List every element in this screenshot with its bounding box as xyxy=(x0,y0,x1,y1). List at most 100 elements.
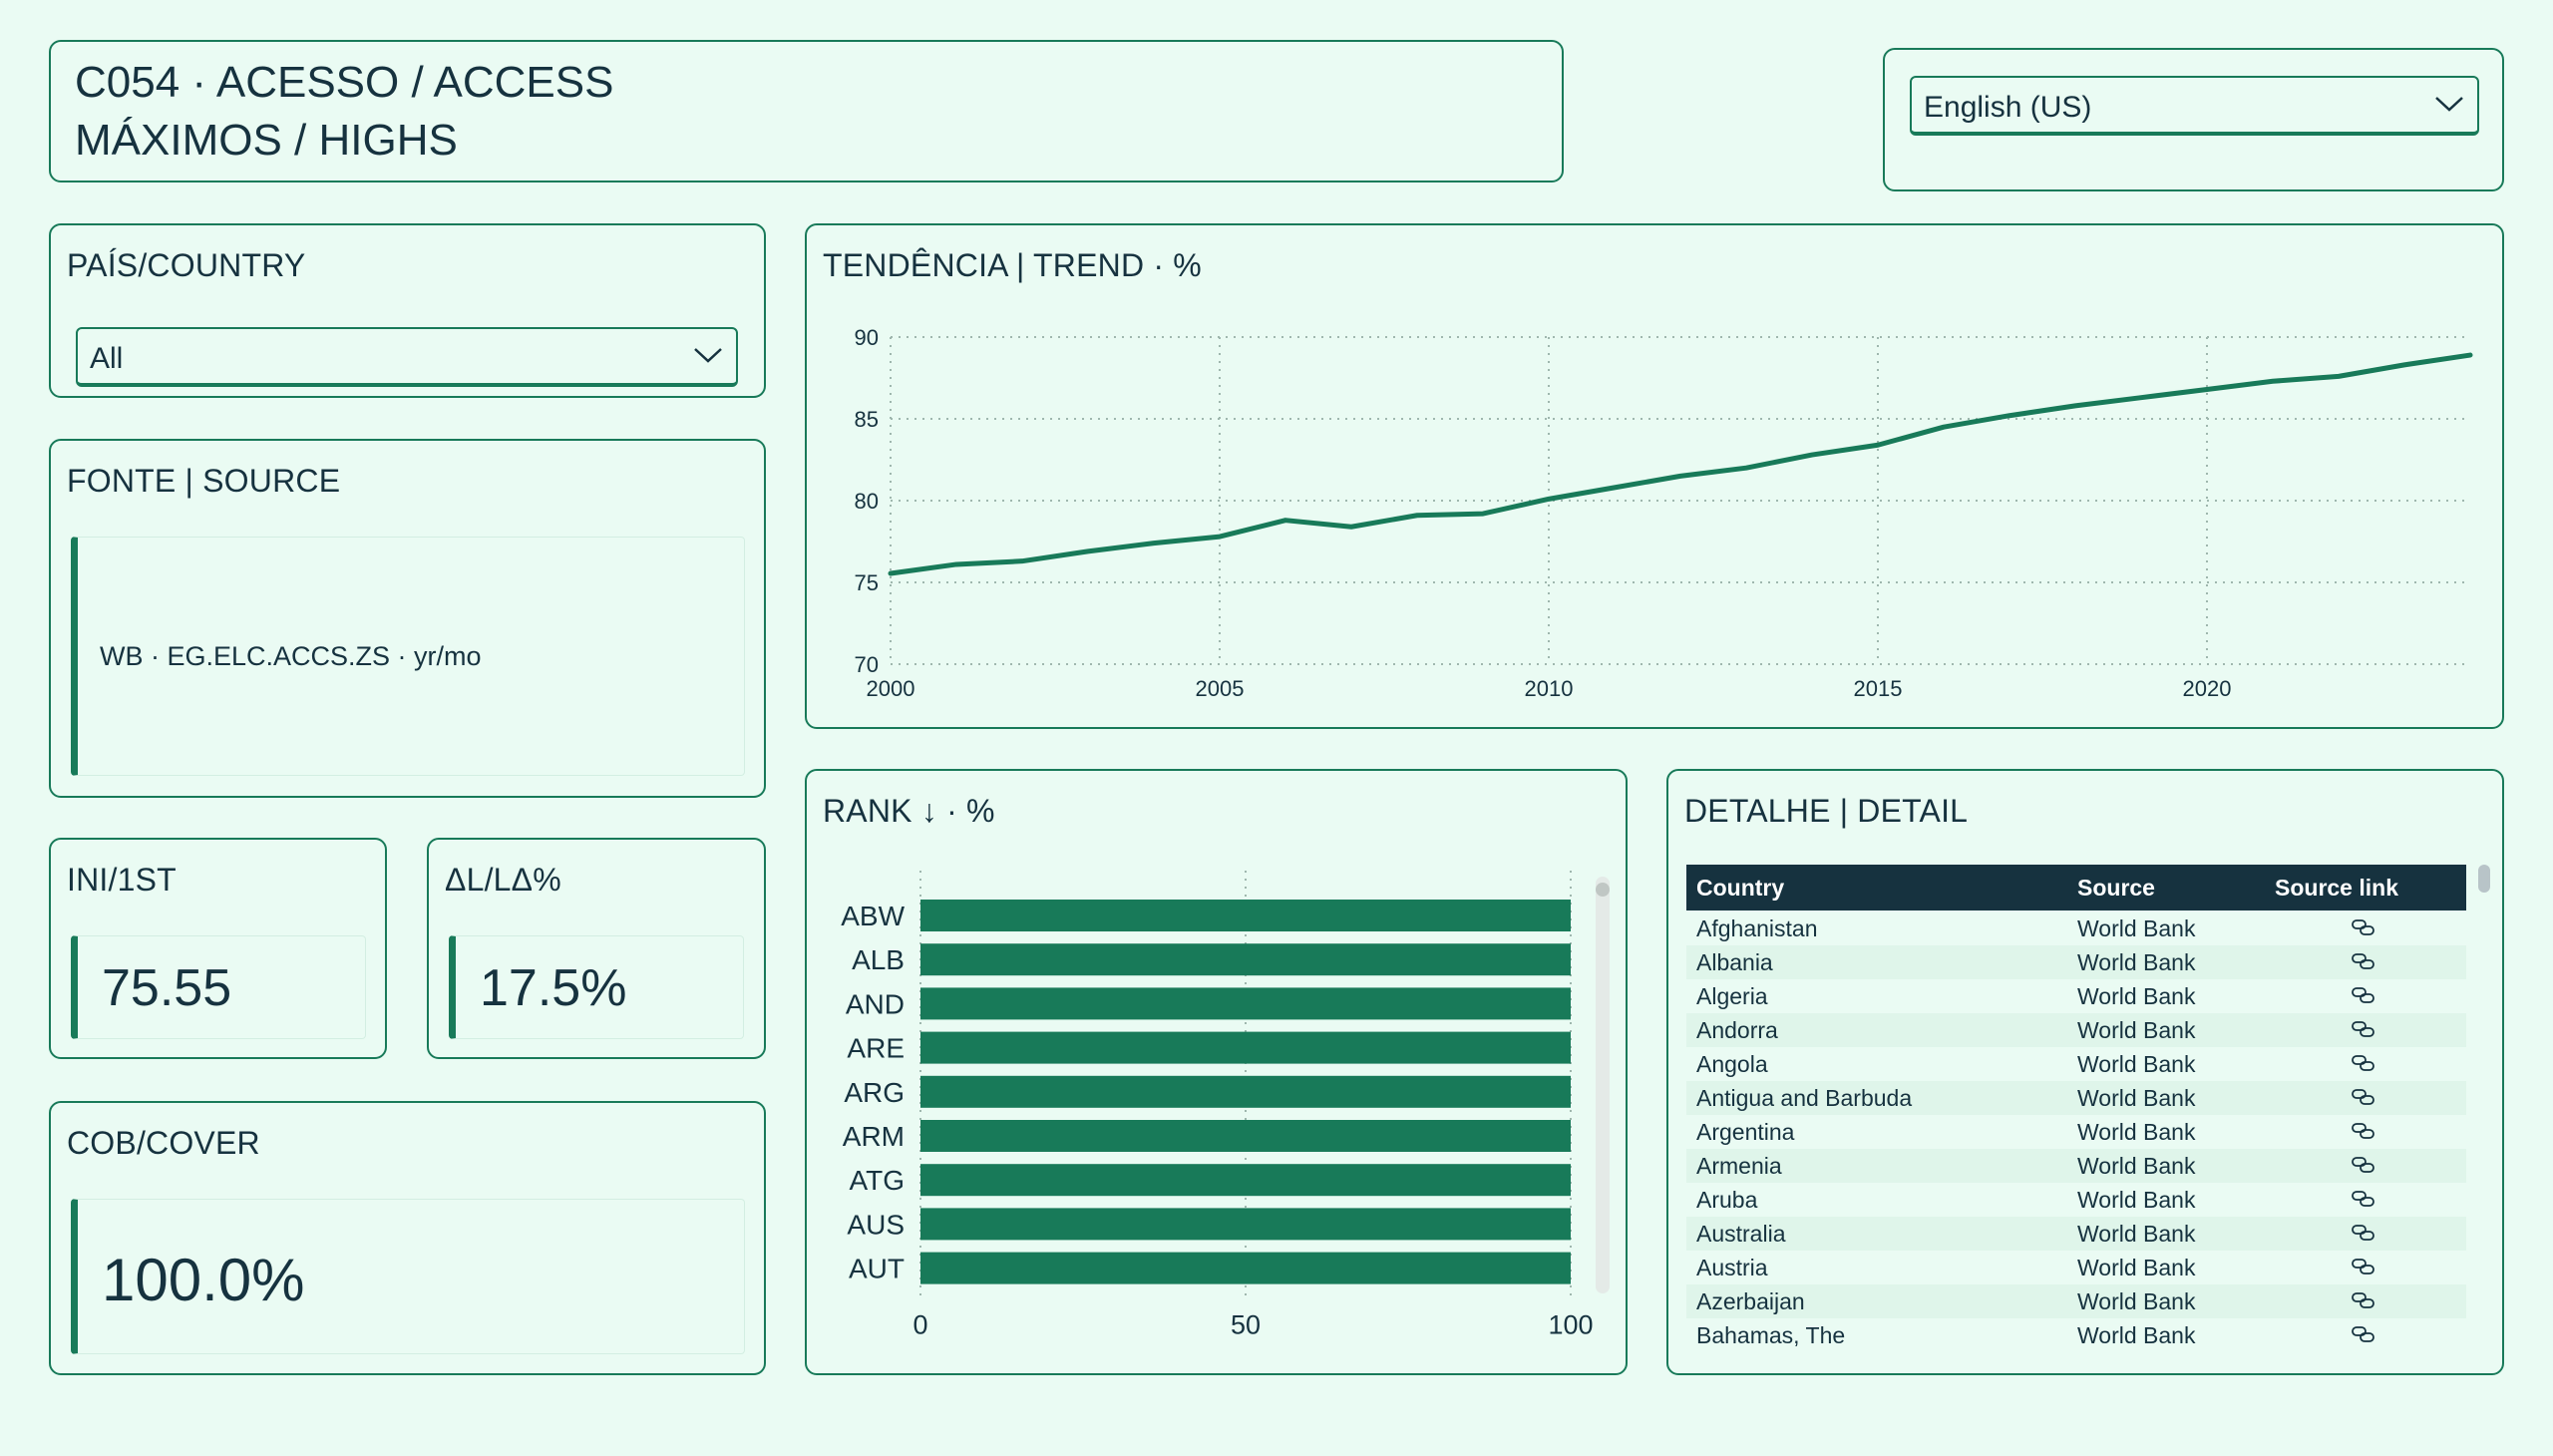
table-row: Andorra World Bank xyxy=(1686,1013,2466,1047)
table-row: Bahamas, The World Bank xyxy=(1686,1318,2466,1351)
cell-source: World Bank xyxy=(2077,1119,2196,1145)
link-icon[interactable] xyxy=(2351,1189,2376,1209)
x-tick-label: 2000 xyxy=(867,676,915,701)
category-label: ARM xyxy=(843,1121,905,1152)
x-tick-label: 0 xyxy=(912,1310,927,1340)
link-icon[interactable] xyxy=(2351,985,2376,1005)
link-icon[interactable] xyxy=(2351,1257,2376,1276)
cell-country: Australia xyxy=(1696,1221,1786,1247)
detail-table-card: DETALHE | DETAIL Country Source Source l… xyxy=(1666,769,2504,1375)
language-dropdown[interactable]: English (US) xyxy=(1910,76,2479,136)
cell-source: World Bank xyxy=(2077,1085,2196,1111)
page-subtitle: MÁXIMOS / HIGHS xyxy=(75,116,458,165)
cell-source: World Bank xyxy=(2077,1051,2196,1077)
rank-bar xyxy=(920,1075,1571,1108)
rank-bar xyxy=(920,1164,1571,1197)
cell-country: Afghanistan xyxy=(1696,915,1818,941)
kpi-cover-value: 100.0% xyxy=(102,1247,305,1313)
link-icon[interactable] xyxy=(2351,1053,2376,1073)
detail-table-title: DETALHE | DETAIL xyxy=(1684,793,1969,829)
cell-country: Andorra xyxy=(1696,1017,1778,1043)
kpi-delta-card: ΔL/LΔ% 17.5% xyxy=(427,838,766,1059)
table-scrollbar[interactable] xyxy=(2478,865,2490,893)
column-header-country[interactable]: Country xyxy=(1696,875,1785,901)
table-row: Albania World Bank xyxy=(1686,945,2466,979)
source-card: FONTE | SOURCE WB · EG.ELC.ACCS.ZS · yr/… xyxy=(49,439,766,798)
cell-country: Bahamas, The xyxy=(1696,1322,1846,1348)
table-row: Afghanistan World Bank xyxy=(1686,911,2466,945)
cell-source: World Bank xyxy=(2077,1221,2196,1247)
link-icon[interactable] xyxy=(2351,1223,2376,1243)
table-row: Austria World Bank xyxy=(1686,1251,2466,1284)
link-icon[interactable] xyxy=(2351,1121,2376,1141)
cell-source: World Bank xyxy=(2077,915,2196,941)
table-row: Argentina World Bank xyxy=(1686,1115,2466,1149)
column-header-source[interactable]: Source xyxy=(2077,875,2155,901)
link-icon[interactable] xyxy=(2351,1087,2376,1107)
cell-country: Angola xyxy=(1696,1051,1768,1077)
source-text: WB · EG.ELC.ACCS.ZS · yr/mo xyxy=(100,641,482,671)
y-tick-label: 70 xyxy=(855,652,879,677)
rank-bar xyxy=(920,1031,1571,1064)
column-header-source-link[interactable]: Source link xyxy=(2275,875,2398,901)
y-tick-label: 85 xyxy=(855,407,879,432)
y-tick-label: 75 xyxy=(855,570,879,595)
cell-source: World Bank xyxy=(2077,1288,2196,1314)
cell-country: Argentina xyxy=(1696,1119,1795,1145)
cell-country: Austria xyxy=(1696,1255,1768,1280)
x-tick-label: 100 xyxy=(1548,1310,1593,1340)
table-row: Antigua and Barbuda World Bank xyxy=(1686,1081,2466,1115)
title-card: C054 · ACESSO / ACCESS MÁXIMOS / HIGHS xyxy=(49,40,1564,182)
cell-source: World Bank xyxy=(2077,1017,2196,1043)
y-tick-label: 80 xyxy=(855,489,879,514)
kpi-initial-title: INI/1ST xyxy=(67,862,177,898)
category-label: ALB xyxy=(852,944,905,975)
kpi-delta-value: 17.5% xyxy=(480,959,627,1017)
table-header: Country Source Source link xyxy=(1686,865,2466,910)
kpi-cover-title: COB/COVER xyxy=(67,1125,260,1161)
kpi-cover-box: 100.0% xyxy=(71,1199,745,1354)
link-icon[interactable] xyxy=(2351,951,2376,971)
country-dropdown[interactable]: All xyxy=(76,327,738,387)
x-tick-label: 2015 xyxy=(1854,676,1903,701)
category-label: ARE xyxy=(847,1033,905,1064)
rank-chart-title: RANK ↓ · % xyxy=(823,793,995,829)
table-row: Algeria World Bank xyxy=(1686,979,2466,1013)
link-icon[interactable] xyxy=(2351,1155,2376,1175)
link-icon[interactable] xyxy=(2351,1019,2376,1039)
trend-chart: 70 75 80 85 90 2000 2005 2010 2015 2020 xyxy=(855,325,2473,701)
category-label: ABW xyxy=(841,901,905,931)
cell-source: World Bank xyxy=(2077,1322,2196,1348)
table-row: Azerbaijan World Bank xyxy=(1686,1284,2466,1318)
cell-country: Azerbaijan xyxy=(1696,1288,1805,1314)
link-icon[interactable] xyxy=(2351,1324,2376,1344)
country-filter-title: PAÍS/COUNTRY xyxy=(67,247,306,283)
rank-bar xyxy=(920,987,1571,1020)
source-box: WB · EG.ELC.ACCS.ZS · yr/mo xyxy=(71,537,745,776)
category-label: AND xyxy=(846,988,905,1019)
category-label: AUS xyxy=(847,1209,905,1240)
cell-source: World Bank xyxy=(2077,983,2196,1009)
rank-bar xyxy=(920,900,1571,931)
cell-country: Antigua and Barbuda xyxy=(1696,1085,1913,1111)
rank-bar xyxy=(920,1252,1571,1284)
link-icon[interactable] xyxy=(2351,1290,2376,1310)
rank-bar xyxy=(920,1208,1571,1241)
trend-chart-card: TENDÊNCIA | TREND · % 70 75 80 85 90 2000 2005… xyxy=(805,223,2504,729)
x-tick-label: 2020 xyxy=(2183,676,2232,701)
language-card: English (US) xyxy=(1883,48,2504,191)
country-selected: All xyxy=(90,342,124,375)
x-tick-label: 2010 xyxy=(1525,676,1574,701)
rank-bar xyxy=(920,943,1571,976)
x-tick-label: 50 xyxy=(1231,1310,1261,1340)
link-icon[interactable] xyxy=(2351,917,2376,937)
cell-source: World Bank xyxy=(2077,1187,2196,1213)
language-selected: English (US) xyxy=(1924,91,2092,124)
rank-chart-card: RANK ↓ · % 0 50 100 ABW ALB AND ARE ARG ARM ATG AU… xyxy=(805,769,1628,1375)
cell-country: Algeria xyxy=(1696,983,1768,1009)
cell-country: Albania xyxy=(1696,949,1773,975)
kpi-initial-box: 75.55 xyxy=(71,935,366,1039)
rank-scrollbar-thumb[interactable] xyxy=(1596,883,1610,897)
rank-scrollbar-track[interactable] xyxy=(1596,877,1610,1293)
kpi-cover-card: COB/COVER 100.0% xyxy=(49,1101,766,1375)
